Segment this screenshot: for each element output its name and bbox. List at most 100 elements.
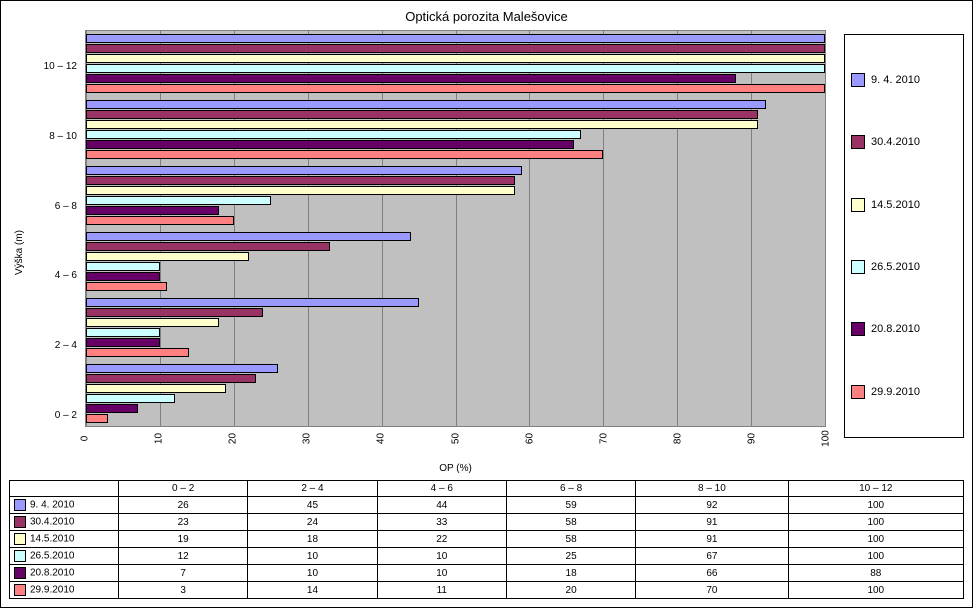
bar	[86, 348, 189, 357]
x-tick-label: 10	[154, 433, 165, 444]
table-column-header: 8 – 10	[636, 481, 788, 497]
chart-upper: Výška (m) 10 – 128 – 106 – 84 – 62 – 40 …	[9, 30, 964, 474]
x-tick-label: 50	[450, 433, 461, 444]
row-swatch	[14, 516, 26, 528]
chart-title: Optická porozita Malešovice	[9, 9, 964, 24]
y-tick-label: 0 – 2	[55, 410, 77, 421]
legend-item: 29.9.2010	[851, 385, 957, 399]
bar	[86, 54, 825, 63]
row-label: 26.5.2010	[30, 551, 75, 562]
bar	[86, 176, 515, 185]
table-cell: 14	[248, 582, 377, 599]
table-row: 9. 4. 20102645445992100	[10, 497, 964, 514]
row-label: 20.8.2010	[30, 568, 75, 579]
bar	[86, 338, 160, 347]
bar	[86, 34, 825, 43]
legend: 9. 4. 201030.4.201014.5.201026.5.201020.…	[844, 34, 964, 438]
table-cell: 100	[788, 548, 963, 565]
table-cell: 12	[119, 548, 248, 565]
y-axis-ticks: 10 – 128 – 106 – 84 – 62 – 40 – 2	[33, 30, 81, 474]
table-cell: 10	[248, 548, 377, 565]
bar	[86, 196, 271, 205]
bar	[86, 130, 581, 139]
table-column-header: 0 – 2	[119, 481, 248, 497]
bar	[86, 384, 226, 393]
bar	[86, 140, 574, 149]
x-axis-label: OP (%)	[85, 463, 826, 474]
table-row-header: 14.5.2010	[10, 531, 119, 548]
y-tick-label: 2 – 4	[55, 340, 77, 351]
table-cell: 91	[636, 531, 788, 548]
table-cell: 67	[636, 548, 788, 565]
x-tick-label: 70	[598, 433, 609, 444]
legend-item: 9. 4. 2010	[851, 73, 957, 87]
bar	[86, 232, 411, 241]
bar	[86, 150, 603, 159]
table-cell: 70	[636, 582, 788, 599]
table-column-header: 2 – 4	[248, 481, 377, 497]
row-swatch	[14, 584, 26, 596]
bar	[86, 242, 330, 251]
bar	[86, 374, 256, 383]
legend-item: 30.4.2010	[851, 135, 957, 149]
bar	[86, 166, 522, 175]
legend-label: 20.8.2010	[871, 323, 920, 335]
table-cell: 25	[506, 548, 635, 565]
legend-label: 30.4.2010	[871, 136, 920, 148]
table-cell: 44	[377, 497, 506, 514]
table-column-header: 6 – 8	[506, 481, 635, 497]
bar	[86, 44, 825, 53]
table-cell: 91	[636, 514, 788, 531]
bar	[86, 298, 419, 307]
table-cell: 20	[506, 582, 635, 599]
bar	[86, 186, 515, 195]
table-cell: 100	[788, 497, 963, 514]
bar	[86, 282, 167, 291]
y-tick-label: 10 – 12	[44, 61, 77, 72]
x-tick-label: 100	[821, 430, 832, 447]
table-cell: 24	[248, 514, 377, 531]
x-tick-label: 0	[80, 436, 91, 442]
table-cell: 58	[506, 531, 635, 548]
table-row-header: 9. 4. 2010	[10, 497, 119, 514]
row-label: 30.4.2010	[30, 517, 75, 528]
bar	[86, 110, 758, 119]
y-tick-label: 4 – 6	[55, 270, 77, 281]
table-cell: 23	[119, 514, 248, 531]
legend-label: 9. 4. 2010	[871, 74, 920, 86]
table-column-header: 10 – 12	[788, 481, 963, 497]
bar	[86, 100, 766, 109]
table-row: 14.5.20101918225891100	[10, 531, 964, 548]
table-cell: 45	[248, 497, 377, 514]
table-row: 26.5.20101210102567100	[10, 548, 964, 565]
y-tick-label: 6 – 8	[55, 201, 77, 212]
table-column-header: 4 – 6	[377, 481, 506, 497]
row-label: 9. 4. 2010	[30, 500, 74, 511]
table-cell: 100	[788, 582, 963, 599]
table-cell: 100	[788, 514, 963, 531]
gridline	[825, 31, 826, 426]
bar-group	[86, 31, 825, 97]
bar	[86, 394, 175, 403]
table-row-header: 29.9.2010	[10, 582, 119, 599]
bar	[86, 120, 758, 129]
legend-swatch	[851, 135, 865, 149]
x-tick-label: 20	[228, 433, 239, 444]
bar-groups	[86, 31, 825, 426]
table-row: 20.8.201071010186688	[10, 565, 964, 582]
legend-swatch	[851, 322, 865, 336]
row-swatch	[14, 533, 26, 545]
table-cell: 18	[248, 531, 377, 548]
table-cell: 88	[788, 565, 963, 582]
bar	[86, 262, 160, 271]
x-tick-label: 30	[302, 433, 313, 444]
bar-group	[86, 360, 825, 426]
legend-label: 14.5.2010	[871, 199, 920, 211]
bar	[86, 308, 263, 317]
bar	[86, 74, 736, 83]
row-swatch	[14, 567, 26, 579]
table-row: 29.9.2010314112070100	[10, 582, 964, 599]
table-cell: 10	[377, 548, 506, 565]
bar	[86, 84, 825, 93]
table-row-header: 26.5.2010	[10, 548, 119, 565]
